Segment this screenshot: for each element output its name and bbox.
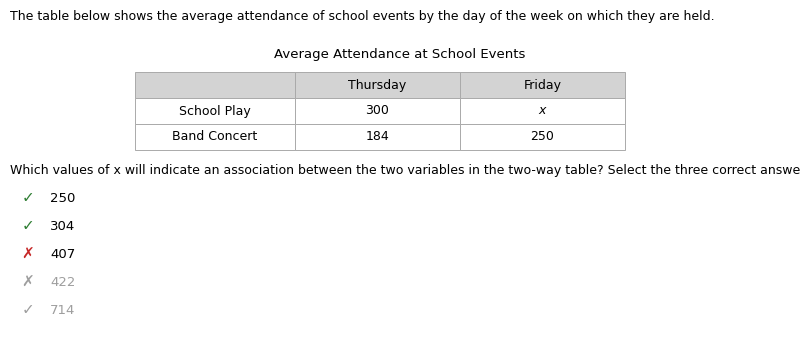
Bar <box>460 98 625 124</box>
Text: 304: 304 <box>50 220 75 232</box>
Bar <box>295 72 460 98</box>
Text: x: x <box>539 105 546 118</box>
Text: ✗: ✗ <box>22 274 34 290</box>
Text: 714: 714 <box>50 303 75 317</box>
Text: 250: 250 <box>530 131 554 143</box>
Text: 300: 300 <box>366 105 390 118</box>
Text: School Play: School Play <box>179 105 251 118</box>
Text: Band Concert: Band Concert <box>172 131 258 143</box>
Bar <box>295 124 460 150</box>
Text: 184: 184 <box>366 131 390 143</box>
Text: ✓: ✓ <box>22 191 34 205</box>
Bar <box>135 98 295 124</box>
Bar <box>135 124 295 150</box>
Bar <box>460 124 625 150</box>
Text: Which values of x will indicate an association between the two variables in the : Which values of x will indicate an assoc… <box>10 164 800 177</box>
Text: 407: 407 <box>50 248 75 261</box>
Bar <box>460 72 625 98</box>
Text: The table below shows the average attendance of school events by the day of the : The table below shows the average attend… <box>10 10 714 23</box>
Bar <box>135 72 295 98</box>
Text: ✗: ✗ <box>22 246 34 261</box>
Text: 250: 250 <box>50 192 75 204</box>
Bar <box>295 98 460 124</box>
Text: Friday: Friday <box>523 78 562 91</box>
Text: ✓: ✓ <box>22 302 34 318</box>
Text: Thursday: Thursday <box>348 78 406 91</box>
Text: ✓: ✓ <box>22 219 34 233</box>
Text: 422: 422 <box>50 276 75 289</box>
Text: Average Attendance at School Events: Average Attendance at School Events <box>274 48 526 61</box>
